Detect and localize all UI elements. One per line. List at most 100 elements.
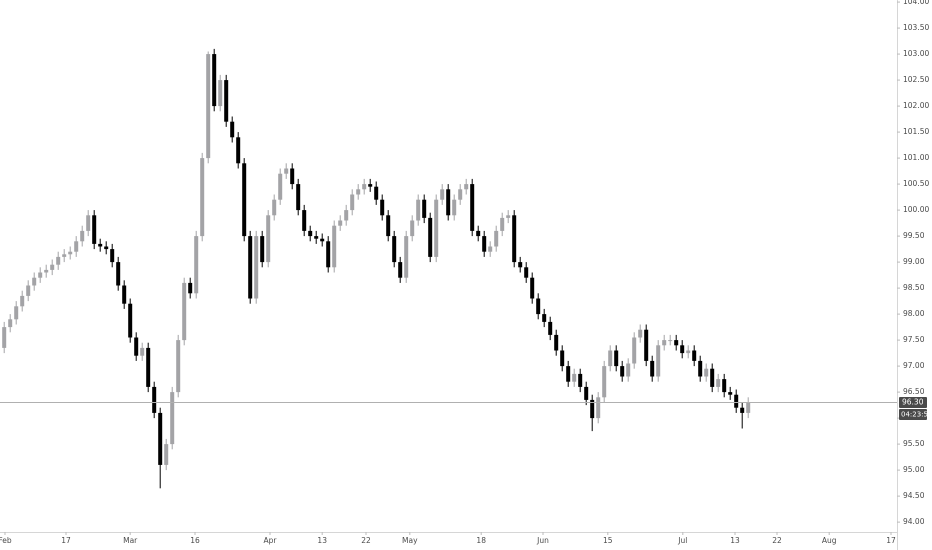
y-tick-label: 103.00 — [903, 49, 929, 58]
candle-body — [368, 184, 373, 187]
candle-body — [566, 366, 571, 382]
candle-body — [128, 303, 133, 338]
candle-body — [272, 199, 277, 216]
candle-body — [464, 184, 469, 190]
x-tick-label: 22 — [772, 536, 782, 545]
candle-body — [548, 321, 553, 335]
candle-body — [344, 210, 349, 221]
candle-body — [380, 199, 385, 216]
candle-body — [260, 236, 265, 263]
candle-body — [224, 80, 229, 122]
x-tick-label: Feb — [0, 536, 12, 545]
y-tick-label: 97.50 — [903, 335, 925, 344]
candle-body — [188, 282, 193, 294]
y-tick-label: 102.00 — [903, 101, 929, 110]
candle-body — [428, 217, 433, 257]
candle-body — [194, 236, 199, 294]
y-tick-label: 104.00 — [903, 0, 929, 6]
candle-body — [356, 189, 361, 195]
candle-body — [248, 236, 253, 299]
candle-body — [728, 392, 733, 395]
candle-body — [170, 392, 175, 445]
candle-body — [470, 184, 475, 231]
candle-body — [8, 319, 13, 328]
candle-body — [632, 337, 637, 364]
candle-body — [650, 360, 655, 377]
candle-body — [740, 407, 745, 413]
candle-body — [494, 230, 499, 247]
candle-body — [164, 444, 169, 465]
y-tick-label: 99.50 — [903, 231, 925, 240]
candle-body — [554, 334, 559, 351]
candle-body — [2, 327, 7, 348]
x-tick-label: Jul — [677, 536, 687, 545]
candle-body — [290, 168, 295, 185]
candle-body — [320, 238, 325, 242]
candle-body — [518, 262, 523, 268]
candle-body — [704, 368, 709, 377]
candle-body — [236, 137, 241, 164]
candle-body — [212, 54, 217, 107]
y-tick-label: 100.50 — [903, 179, 929, 188]
candle-body — [686, 350, 691, 354]
candle-body — [620, 366, 625, 377]
candle-body — [722, 379, 727, 393]
candle-body — [698, 360, 703, 377]
candle-body — [662, 340, 667, 346]
candle-body — [296, 184, 301, 211]
candle-body — [44, 269, 49, 273]
candle-body — [134, 337, 139, 356]
candle-body — [578, 373, 583, 387]
candle-body — [398, 262, 403, 278]
candle-body — [200, 158, 205, 237]
candle-body — [614, 350, 619, 367]
candle-body — [68, 251, 73, 255]
y-tick-label: 95.50 — [903, 439, 925, 448]
x-tick-label: May — [402, 536, 418, 545]
x-tick-label: 15 — [603, 536, 613, 545]
candle-body — [278, 173, 283, 200]
y-tick-label: 94.00 — [903, 517, 925, 526]
candle-body — [20, 295, 25, 307]
candle-body — [104, 246, 109, 250]
candle-body — [596, 397, 601, 419]
candle-body — [434, 199, 439, 257]
candle-body — [590, 399, 595, 419]
candle-body — [176, 340, 181, 393]
candle-body — [350, 194, 355, 211]
candle-body — [32, 277, 37, 286]
x-tick-label: Mar — [123, 536, 138, 545]
candle-body — [524, 267, 529, 278]
x-tick-label: 18 — [476, 536, 486, 545]
candle-body — [644, 329, 649, 361]
candle-body — [308, 230, 313, 237]
candle-body — [584, 386, 589, 400]
candle-body — [392, 236, 397, 263]
candle-body — [422, 199, 427, 218]
candle-body — [254, 236, 259, 299]
x-tick-label: 17 — [61, 536, 71, 545]
candle-body — [410, 220, 415, 237]
candle-body — [182, 282, 187, 341]
candle-body — [146, 347, 151, 387]
y-tick-label: 101.00 — [903, 153, 929, 162]
candle-body — [638, 329, 643, 338]
y-tick-label: 96.50 — [903, 387, 925, 396]
candle-body — [158, 412, 163, 465]
candle-body — [74, 241, 79, 252]
candle-body — [116, 262, 121, 286]
candle-body — [326, 241, 331, 268]
candle-body — [386, 215, 391, 237]
candle-body — [746, 402, 751, 413]
countdown-label: 04:23:50 — [901, 411, 932, 419]
candle-body — [530, 277, 535, 299]
candle-body — [92, 215, 97, 244]
candle-body — [404, 236, 409, 278]
x-tick-label: 17 — [886, 536, 896, 545]
last-price-label: 96.30 — [902, 398, 924, 407]
x-tick-label: 16 — [190, 536, 200, 545]
candle-body — [416, 199, 421, 221]
y-tick-label: 95.00 — [903, 465, 925, 474]
countdown-box — [899, 409, 927, 421]
y-tick-label: 103.50 — [903, 23, 929, 32]
